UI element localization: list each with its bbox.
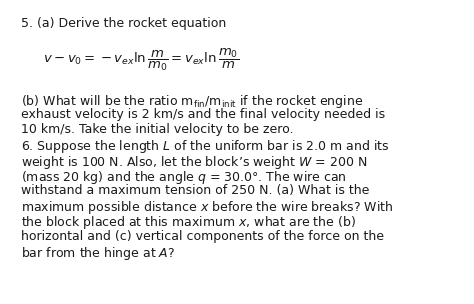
Text: bar from the hinge at $A$?: bar from the hinge at $A$? (21, 245, 175, 262)
Text: 6. Suppose the length $L$ of the uniform bar is 2.0 m and its: 6. Suppose the length $L$ of the uniform… (21, 138, 390, 155)
Text: horizontal and (c) vertical components of the force on the: horizontal and (c) vertical components o… (21, 230, 384, 243)
Text: $v - v_0 = -v_{ex}\ln\dfrac{m}{m_0} = v_{ex}\ln\dfrac{m_0}{m}$: $v - v_0 = -v_{ex}\ln\dfrac{m}{m_0} = v_… (43, 47, 239, 74)
Text: exhaust velocity is 2 km/s and the final velocity needed is: exhaust velocity is 2 km/s and the final… (21, 108, 385, 121)
Text: the block placed at this maximum $x$, what are the (b): the block placed at this maximum $x$, wh… (21, 214, 356, 231)
Text: maximum possible distance $x$ before the wire breaks? With: maximum possible distance $x$ before the… (21, 199, 393, 216)
Text: 10 km/s. Take the initial velocity to be zero.: 10 km/s. Take the initial velocity to be… (21, 123, 294, 136)
Text: (b) What will be the ratio m$_{\mathregular{fin}}$/m$_{\mathregular{init}}$ if t: (b) What will be the ratio m$_{\mathregu… (21, 93, 364, 110)
Text: (mass 20 kg) and the angle $q$ = 30.0°. The wire can: (mass 20 kg) and the angle $q$ = 30.0°. … (21, 169, 347, 186)
Text: 5. (a) Derive the rocket equation: 5. (a) Derive the rocket equation (21, 17, 227, 30)
Text: withstand a maximum tension of 250 N. (a) What is the: withstand a maximum tension of 250 N. (a… (21, 184, 370, 197)
Text: weight is 100 N. Also, let the block’s weight $W$ = 200 N: weight is 100 N. Also, let the block’s w… (21, 154, 368, 171)
